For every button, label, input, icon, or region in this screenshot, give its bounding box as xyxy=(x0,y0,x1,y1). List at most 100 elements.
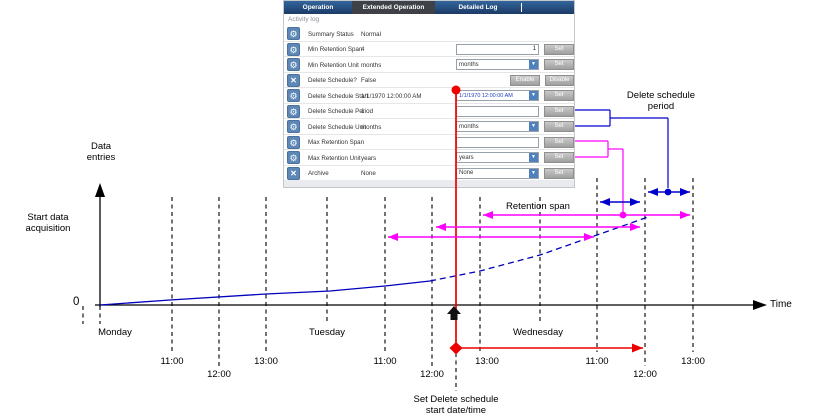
date-value: 1/1/1970 12:00:00 AM xyxy=(459,92,513,99)
hour-label: 12:00 xyxy=(207,369,231,380)
row-value: 1/1/1970 12:00:00 AM xyxy=(361,92,422,100)
row-label: Delete Schedule Start xyxy=(308,92,369,100)
row-label: Delete Schedule Unit xyxy=(308,123,367,131)
hour-label: 13:00 xyxy=(475,356,499,367)
set-button[interactable]: Set xyxy=(544,59,574,70)
day-label-monday: Monday xyxy=(98,327,132,338)
activity-log-label: Activity log xyxy=(288,16,320,23)
set-button[interactable]: Set xyxy=(544,121,574,132)
gear-icon: ⚙ xyxy=(287,151,300,164)
max-retention-unit-select[interactable]: years ▼ xyxy=(456,152,539,163)
gear-icon: ⚙ xyxy=(287,27,300,40)
row-label: Min Retention Unit xyxy=(308,61,359,69)
x-icon: ✕ xyxy=(287,73,300,87)
row-label: Min Retention Span xyxy=(308,46,363,53)
tab-bar: Operation Extended Operation Detailed Lo… xyxy=(284,1,574,14)
gear-icon: ⚙ xyxy=(287,104,300,118)
data-entries-line xyxy=(99,216,649,306)
row-min-retention-unit: ⚙ Min Retention Unit months months ▼ Set xyxy=(284,57,574,73)
hour-label: 11:00 xyxy=(160,356,184,367)
data-entries-label: Data entries xyxy=(86,141,116,163)
max-retention-span-input[interactable] xyxy=(456,136,539,148)
set-delete-schedule-label: Set Delete schedule start date/time xyxy=(413,394,499,416)
set-button[interactable]: Set xyxy=(544,43,574,55)
row-value: 4 xyxy=(361,46,365,53)
row-label: Max Retention Span xyxy=(308,139,365,146)
axes xyxy=(95,183,767,310)
chevron-down-icon: ▼ xyxy=(529,91,538,100)
row-label: Delete Schedule Period xyxy=(308,108,374,115)
select-value: months xyxy=(459,123,479,130)
hour-label: 12:00 xyxy=(633,369,657,380)
settings-dialog: Operation Extended Operation Detailed Lo… xyxy=(283,0,575,188)
delete-schedule-unit-select[interactable]: months ▼ xyxy=(456,121,539,132)
gear-icon: ⚙ xyxy=(287,120,300,133)
set-button[interactable]: Set xyxy=(544,136,574,148)
day-label-tuesday: Tuesday xyxy=(308,327,346,338)
set-button[interactable]: Set xyxy=(544,90,574,101)
row-value: 1 xyxy=(361,108,365,115)
chevron-down-icon: ▼ xyxy=(529,122,538,131)
row-summary-status: ⚙ Summary Status Normal xyxy=(284,26,574,42)
hour-label: 13:00 xyxy=(681,356,705,367)
delete-schedule-start-date-input[interactable]: 1/1/1970 12:00:00 AM ▼ xyxy=(456,90,539,101)
disable-button[interactable]: Disable xyxy=(545,74,574,86)
row-min-retention-span: ⚙ Min Retention Span 4 1 Set xyxy=(284,41,574,57)
row-value: False xyxy=(361,77,377,84)
tab-detailed-log[interactable]: Detailed Log xyxy=(458,4,498,11)
gear-icon: ⚙ xyxy=(287,135,300,149)
row-delete-schedule-start: ⚙ Delete Schedule Start 1/1/1970 12:00:0… xyxy=(284,88,574,104)
hour-label: 13:00 xyxy=(254,356,278,367)
gear-icon: ⚙ xyxy=(287,42,300,56)
axis-position-marker xyxy=(447,306,461,320)
hour-label: 12:00 xyxy=(420,369,444,380)
delete-schedule-period-arrows xyxy=(575,109,690,206)
row-value: months xyxy=(361,123,382,131)
row-max-retention-span: ⚙ Max Retention Span Set xyxy=(284,134,574,150)
row-value: months xyxy=(361,61,382,69)
gear-icon: ⚙ xyxy=(287,58,300,71)
set-button[interactable]: Set xyxy=(544,152,574,163)
row-label: Max Retention Unit xyxy=(308,154,361,162)
hour-label: 11:00 xyxy=(585,356,609,367)
tab-operation[interactable]: Operation xyxy=(302,4,334,11)
select-value: years xyxy=(459,154,474,161)
set-button[interactable]: Set xyxy=(544,167,574,179)
start-data-acquisition-label: Start data acquisition xyxy=(25,212,71,234)
row-value: years xyxy=(361,154,377,162)
enable-button[interactable]: Enable xyxy=(510,74,540,86)
row-label: Delete Schedule? xyxy=(308,77,357,84)
x-icon: ✕ xyxy=(287,166,300,180)
row-archive: ✕ Archive None None ▼ Set xyxy=(284,165,574,181)
row-delete-schedule-period: ⚙ Delete Schedule Period 1 Set xyxy=(284,103,574,119)
dialog-footer xyxy=(284,180,574,187)
row-max-retention-unit: ⚙ Max Retention Unit years years ▼ Set xyxy=(284,150,574,166)
delete-schedule-period-label: Delete schedule period xyxy=(626,90,696,112)
tab-separator xyxy=(521,3,522,12)
hour-label: 11:00 xyxy=(373,356,397,367)
tab-extended-operation[interactable]: Extended Operation xyxy=(352,1,435,14)
chevron-down-icon: ▼ xyxy=(529,153,538,162)
min-retention-unit-select[interactable]: months ▼ xyxy=(456,59,539,70)
retention-span-label: Retention span xyxy=(506,201,570,212)
row-delete-schedule: ✕ Delete Schedule? False Enable Disable xyxy=(284,72,574,88)
gear-icon: ⚙ xyxy=(287,89,300,102)
archive-select[interactable]: None ▼ xyxy=(456,167,539,179)
x-axis-time-label: Time xyxy=(770,299,792,310)
row-label: Summary Status xyxy=(308,30,354,38)
row-label: Archive xyxy=(308,170,329,177)
chevron-down-icon: ▼ xyxy=(529,60,538,69)
delete-schedule-period-input[interactable] xyxy=(456,105,539,117)
select-value: months xyxy=(459,61,479,68)
set-button[interactable]: Set xyxy=(544,105,574,117)
select-value: None xyxy=(459,170,474,176)
origin-zero-label: 0 xyxy=(73,296,80,308)
row-value: Normal xyxy=(361,30,381,38)
row-delete-schedule-unit: ⚙ Delete Schedule Unit months months ▼ S… xyxy=(284,119,574,135)
chevron-down-icon: ▼ xyxy=(529,168,538,178)
row-value: None xyxy=(361,170,376,177)
day-label-wednesday: Wednesday xyxy=(513,327,563,338)
settings-grid: ⚙ Summary Status Normal ⚙ Min Retention … xyxy=(284,26,574,181)
min-retention-span-input[interactable]: 1 xyxy=(456,43,539,55)
